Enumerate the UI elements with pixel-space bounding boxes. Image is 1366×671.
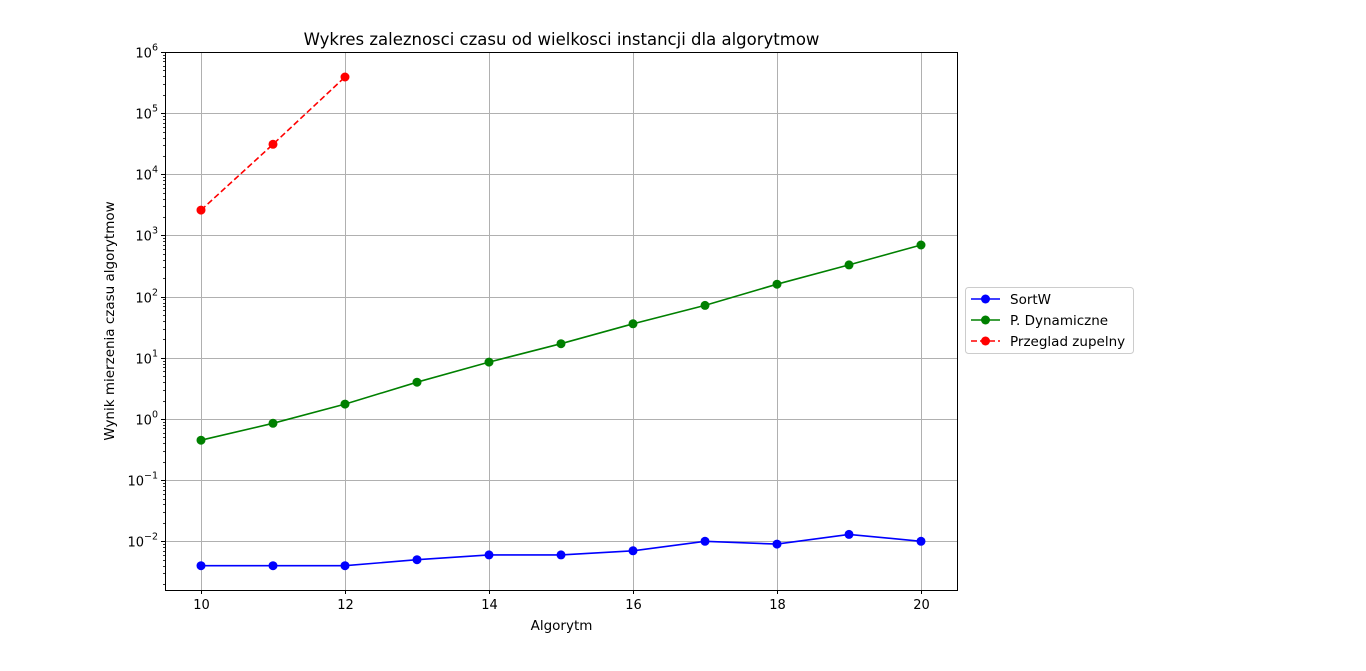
y-tick-label: 103: [135, 226, 158, 245]
grid-lines: [165, 52, 957, 590]
y-tick-label: 10−2: [127, 532, 158, 551]
data-point: [268, 561, 278, 571]
data-point: [268, 139, 278, 149]
series-line: [200, 76, 346, 211]
x-tick-label: 10: [193, 598, 210, 613]
data-point: [772, 539, 782, 549]
data-point: [844, 529, 854, 539]
y-tick-label: 102: [135, 288, 158, 307]
data-point: [916, 536, 926, 546]
data-point: [412, 555, 422, 565]
x-tick-label: 12: [337, 598, 354, 613]
y-tick-label: 104: [135, 165, 158, 184]
x-tick-label: 18: [769, 598, 786, 613]
x-tick-label: 16: [625, 598, 642, 613]
data-point: [772, 279, 782, 289]
data-point: [340, 399, 350, 409]
legend-label: Przeglad zupelny: [1010, 334, 1125, 350]
axis-ticks: 10 12 14 16 18 20 10−2 10−1 100 101 102 103 104 105 10…: [127, 43, 929, 614]
legend-frame: [965, 287, 1134, 354]
data-point: [484, 550, 494, 560]
series-group: [196, 240, 926, 445]
y-tick-label: 10−1: [127, 471, 158, 490]
data-point: [412, 377, 422, 387]
legend-marker: [981, 315, 990, 325]
data-point: [556, 339, 566, 349]
y-tick-label: 101: [135, 349, 158, 368]
data-point: [700, 300, 710, 310]
legend: SortW P. Dynamiczne Przeglad zupelny: [965, 287, 1134, 354]
chart-title: Wykres zaleznosci czasu od wielkosci ins…: [304, 30, 820, 49]
data-point: [484, 357, 494, 367]
data-point: [916, 240, 926, 250]
data-point: [196, 205, 206, 215]
data-point: [844, 260, 854, 270]
y-tick-label: 100: [135, 410, 158, 429]
data-point: [268, 418, 278, 428]
y-tick-label: 105: [135, 104, 158, 123]
legend-marker: [981, 294, 990, 304]
series-layer: [196, 72, 926, 571]
data-point: [340, 72, 350, 82]
x-axis-label: Algorytm: [531, 618, 593, 634]
plot-frame: [165, 52, 958, 591]
series-group: [196, 529, 926, 571]
data-point: [556, 550, 566, 560]
data-point: [628, 319, 638, 329]
legend-label: SortW: [1010, 292, 1051, 308]
data-point: [700, 536, 710, 546]
legend-label: P. Dynamiczne: [1010, 313, 1108, 329]
data-point: [340, 561, 350, 571]
data-point: [196, 561, 206, 571]
x-tick-label: 14: [481, 598, 498, 613]
x-tick-label: 20: [913, 598, 930, 613]
series-group: [196, 72, 350, 215]
data-point: [628, 546, 638, 556]
legend-marker: [981, 336, 990, 346]
y-tick-label: 106: [135, 43, 158, 62]
y-axis-label: Wynik mierzenia czasu algorytmow: [102, 201, 118, 440]
series-line: [201, 533, 922, 567]
data-point: [196, 435, 206, 445]
